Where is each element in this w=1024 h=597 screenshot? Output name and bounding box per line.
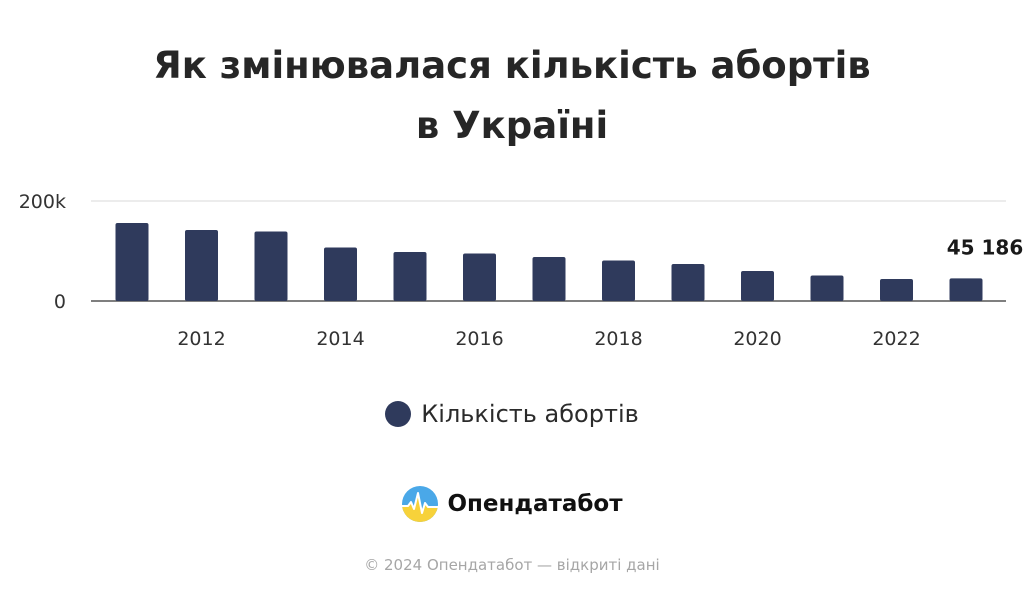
bar-2011 — [115, 223, 149, 301]
bar-2018 — [602, 260, 635, 301]
bar-2017 — [532, 257, 566, 301]
x-tick-label: 2016 — [455, 328, 503, 350]
bar-2012 — [185, 230, 218, 301]
x-tick-label: 2022 — [872, 328, 920, 350]
footer-copyright: © 2024 Опендатабот — відкриті дані — [364, 556, 660, 574]
chart-title: Як змінювалася кількість абортів в Украї… — [0, 36, 1024, 156]
data-label: 45 186 — [947, 235, 1024, 259]
opendatabot-logo-icon — [401, 485, 439, 523]
brand[interactable]: Опендатабот — [0, 485, 1024, 523]
chart-title-line-2: в Україні — [415, 104, 609, 147]
bar-series — [115, 223, 983, 301]
legend-swatch-icon — [385, 401, 412, 427]
x-tick-label: 2018 — [594, 328, 642, 350]
data-labels: 45 186 — [947, 235, 1024, 259]
chart-title-line-1: Як змінювалася кількість абортів — [153, 44, 871, 87]
legend-label: Кількість абортів — [421, 400, 639, 428]
bar-2022 — [880, 279, 913, 301]
brand-name: Опендатабот — [447, 491, 623, 517]
y-tick-label: 200k — [19, 191, 66, 213]
bar-chart: 0 200k 2012 2014 2016 2018 2020 2022 45 186 — [19, 191, 1024, 350]
x-tick-label: 2014 — [316, 328, 364, 350]
bar-2016 — [463, 253, 496, 301]
bar-2014 — [324, 247, 357, 301]
y-axis-ticks: 0 200k — [19, 191, 66, 313]
x-axis-ticks: 2012 2014 2016 2018 2020 2022 — [177, 328, 920, 350]
y-tick-label: 0 — [54, 291, 66, 313]
x-tick-label: 2020 — [733, 328, 781, 350]
bar-2023 — [949, 278, 983, 301]
x-tick-label: 2012 — [177, 328, 225, 350]
bar-2020 — [741, 271, 774, 301]
bar-2015 — [393, 252, 427, 301]
bar-2019 — [671, 264, 705, 301]
bar-2021 — [810, 275, 844, 301]
legend[interactable]: Кількість абортів — [0, 400, 1024, 428]
bar-2013 — [254, 231, 288, 301]
